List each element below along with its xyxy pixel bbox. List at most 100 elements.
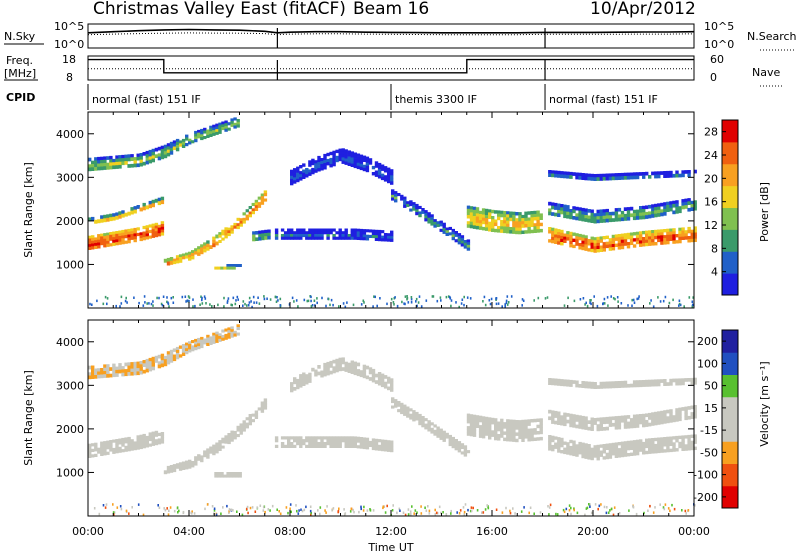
velocity-cell xyxy=(626,415,631,419)
power-cell xyxy=(509,211,513,215)
velocity-cell xyxy=(121,443,125,447)
power-cell xyxy=(254,199,259,203)
power-cell xyxy=(139,235,143,239)
velocity-cell xyxy=(472,433,477,437)
velocity-cell xyxy=(639,439,643,443)
velocity-cell xyxy=(317,365,321,369)
velocity-cell xyxy=(251,419,255,423)
velocity-cell xyxy=(212,335,216,339)
velocity-cell xyxy=(684,447,688,451)
power-cell xyxy=(620,233,625,237)
power-cell xyxy=(454,233,458,237)
velocity-cell xyxy=(568,504,571,507)
power-cell xyxy=(261,230,265,234)
velocity-cell xyxy=(669,412,673,417)
cpid-entries: normal (fast) 151 IF themis 3300 IF normal… xyxy=(87,84,658,110)
velocity-cell xyxy=(230,438,234,442)
power-cell xyxy=(681,230,685,234)
power-cell xyxy=(460,237,465,241)
velocity-cell xyxy=(454,447,458,451)
power-cell xyxy=(648,214,652,219)
power-cell xyxy=(127,234,131,238)
power-cell xyxy=(505,301,508,305)
power-cell xyxy=(584,247,588,251)
power-cell xyxy=(659,300,662,303)
power-cell xyxy=(323,166,327,170)
velocity-cell xyxy=(599,417,603,422)
power-cell xyxy=(212,240,216,244)
velocity-cell xyxy=(151,360,155,364)
power-cell xyxy=(118,214,122,219)
power-cell xyxy=(127,228,131,233)
freq-tick-top: 18 xyxy=(62,53,76,66)
velocity-cell xyxy=(118,366,122,371)
power-cell xyxy=(403,202,407,206)
power-cell xyxy=(691,305,694,308)
power-cell xyxy=(660,238,664,242)
power-cell xyxy=(684,198,688,203)
power-cell xyxy=(229,266,233,270)
power-cell xyxy=(305,174,309,178)
velocity-cell xyxy=(657,437,661,441)
power-cell xyxy=(172,146,177,150)
power-cell xyxy=(575,236,579,240)
velocity-cell xyxy=(308,444,312,448)
velocity-cell xyxy=(518,432,522,436)
power-cell xyxy=(151,203,155,208)
velocity-cell xyxy=(387,443,391,447)
power-cell xyxy=(623,236,628,240)
power-cell xyxy=(115,155,119,160)
power-cell xyxy=(152,304,154,307)
velocity-cell xyxy=(572,440,576,444)
power-cell xyxy=(460,243,465,247)
power-cell xyxy=(374,173,379,177)
velocity-cell xyxy=(617,442,622,446)
velocity-cell xyxy=(94,442,98,446)
velocity-cell xyxy=(678,435,682,440)
power-cell xyxy=(89,302,91,306)
power-cell xyxy=(103,235,107,240)
velocity-cell xyxy=(248,414,252,418)
power-cell xyxy=(157,146,162,151)
power-cell xyxy=(672,237,676,241)
velocity-cell xyxy=(475,421,480,425)
velocity-cell xyxy=(494,427,498,431)
power-cell xyxy=(569,237,573,242)
power-cell xyxy=(356,159,361,163)
power-cell xyxy=(602,209,606,213)
power-cell xyxy=(536,210,540,214)
velocity-cell xyxy=(614,381,619,385)
velocity-cell xyxy=(587,426,591,431)
velocity-cell xyxy=(172,354,177,358)
power-cell xyxy=(593,246,597,250)
velocity-cell xyxy=(548,435,552,439)
velocity-cell xyxy=(368,377,373,381)
velocity-cell xyxy=(112,447,116,452)
power-cell xyxy=(466,208,471,213)
power-cell xyxy=(533,217,537,221)
power-cell xyxy=(258,233,262,238)
power-cell xyxy=(439,220,443,224)
velocity-cell xyxy=(296,442,300,446)
power-cell xyxy=(439,223,443,227)
velocity-cell xyxy=(445,513,448,516)
power-cell xyxy=(645,242,649,247)
velocity-cell xyxy=(617,384,622,388)
power-cell xyxy=(373,295,375,298)
power-cell xyxy=(557,210,561,214)
power-cell xyxy=(197,135,201,139)
power-cell xyxy=(313,299,316,302)
velocity-cell xyxy=(639,380,643,384)
power-cell xyxy=(578,172,582,177)
velocity-cell xyxy=(332,444,336,448)
power-cell xyxy=(257,296,259,299)
velocity-cell xyxy=(642,445,646,449)
velocity-cell xyxy=(353,361,357,366)
velocity-cell xyxy=(599,450,603,454)
velocity-cell xyxy=(335,368,339,373)
power-cell xyxy=(142,304,145,307)
power-cell xyxy=(457,235,462,239)
power-cell xyxy=(305,231,309,235)
power-cell xyxy=(133,230,137,234)
velocity-cell xyxy=(484,416,489,421)
